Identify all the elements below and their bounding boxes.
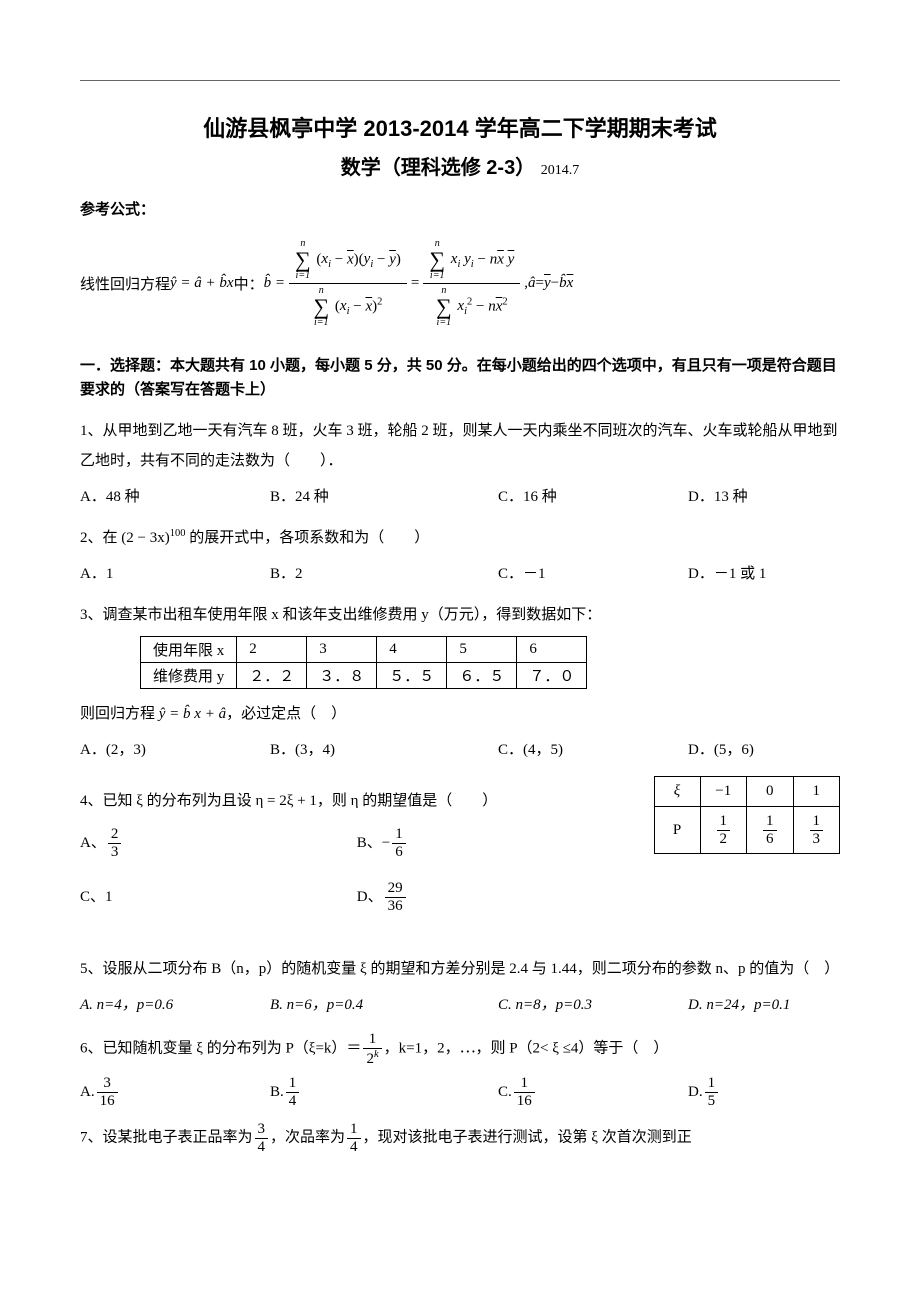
q4-table: ξ −1 0 1 P 12 16 13 [654,776,841,854]
q1-options: A．48 种 B．24 种 C．16 种 D．13 种 [80,484,840,511]
section1-heading: 一．选择题：本大题共有 10 小题，每小题 5 分，共 50 分。在每小题给出的… [80,354,840,402]
q4-text: 4、已知 ξ 的分布列为且设 η = 2ξ + 1，则 η 的期望值是（ ） [80,786,634,816]
q2-opt-a: A．1 [80,561,270,588]
q4-opt-a: A、 23 [80,826,357,860]
q3-opt-b: B．(3，4) [270,737,498,764]
q2-opt-d: D．－1 或 1 [688,561,840,588]
q4-options1: A、 23 B、 − 16 C、1 D、 2936 [80,826,634,934]
q3-table: 使用年限 x 2 3 4 5 6 维修费用 y ２．２ ３．８ ５．５ ６．５ … [140,636,587,689]
q5-opt-b: B. n=6，p=0.4 [270,992,498,1019]
regression-expr: ŷ = â + b̂x 中： b̂ = n∑i=1 (xi − x)(yi − … [170,237,573,330]
subtitle-date: 2014.7 [541,163,580,178]
q6-text: 6、已知随机变量 ξ 的分布列为 P（ξ=k）＝12k，k=1，2，⋯，则 P（… [80,1031,840,1067]
formula-label: 参考公式： [80,198,840,219]
q6-opt-d: D. 15 [688,1075,840,1109]
exam-subtitle: 数学（理科选修 2-3） 2014.7 [80,151,840,180]
q3-options: A．(2，3) B．(3，4) C．(4，5) D．(5，6) [80,737,840,764]
q1-opt-c: C．16 种 [498,484,688,511]
q4-opt-b: B、 − 16 [357,826,634,860]
q3-opt-a: A．(2，3) [80,737,270,764]
q5-options: A. n=4，p=0.6 B. n=6，p=0.4 C. n=8，p=0.3 D… [80,992,840,1019]
q3-text: 3、调查某市出租车使用年限 x 和该年支出维修费用 y（万元），得到数据如下： [80,600,840,630]
q3-table-row1: 使用年限 x 2 3 4 5 6 [141,637,587,663]
regression-prefix: 线性回归方程 [80,273,170,294]
q1-text: 1、从甲地到乙地一天有汽车 8 班，火车 3 班，轮船 2 班，则某人一天内乘坐… [80,416,840,476]
q4-opt-c: C、1 [80,880,357,914]
q3-row2-label: 维修费用 y [141,663,237,689]
q6-opt-b: B. 14 [270,1075,498,1109]
q2-opt-b: B．2 [270,561,498,588]
q4-wrap: 4、已知 ξ 的分布列为且设 η = 2ξ + 1，则 η 的期望值是（ ） A… [80,776,840,944]
q2-opt-c: C．－1 [498,561,688,588]
q2-text: 2、在 (2 − 3x)100 的展开式中，各项系数和为（ ） [80,523,840,553]
q6-opt-a: A. 316 [80,1075,270,1109]
regression-formula: 线性回归方程 ŷ = â + b̂x 中： b̂ = n∑i=1 (xi − x… [80,237,840,330]
q6-options: A. 316 B. 14 C. 116 D. 15 [80,1075,840,1109]
top-rule [80,80,840,81]
q3-opt-c: C．(4，5) [498,737,688,764]
q5-opt-a: A. n=4，p=0.6 [80,992,270,1019]
q5-opt-c: C. n=8，p=0.3 [498,992,688,1019]
subtitle-main: 数学（理科选修 2-3） [341,157,535,179]
q1-opt-a: A．48 种 [80,484,270,511]
q3-opt-d: D．(5，6) [688,737,840,764]
q3-suffix: 则回归方程 ŷ = b̂ x + â，必过定点（ ） [80,699,840,729]
q2-options: A．1 B．2 C．－1 D．－1 或 1 [80,561,840,588]
q5-opt-d: D. n=24，p=0.1 [688,992,840,1019]
q5-text: 5、设服从二项分布 B（n，p）的随机变量 ξ 的期望和方差分别是 2.4 与 … [80,954,840,984]
q6-opt-c: C. 116 [498,1075,688,1109]
exam-title: 仙游县枫亭中学 2013-2014 学年高二下学期期末考试 [80,111,840,143]
q3-table-row2: 维修费用 y ２．２ ３．８ ５．５ ６．５ ７．０ [141,663,587,689]
q1-opt-b: B．24 种 [270,484,498,511]
q3-row1-label: 使用年限 x [141,637,237,663]
q4-opt-d: D、 2936 [357,880,634,914]
q1-opt-d: D．13 种 [688,484,840,511]
q7-text: 7、设某批电子表正品率为34，次品率为14，现对该批电子表进行测试，设第 ξ 次… [80,1121,840,1155]
